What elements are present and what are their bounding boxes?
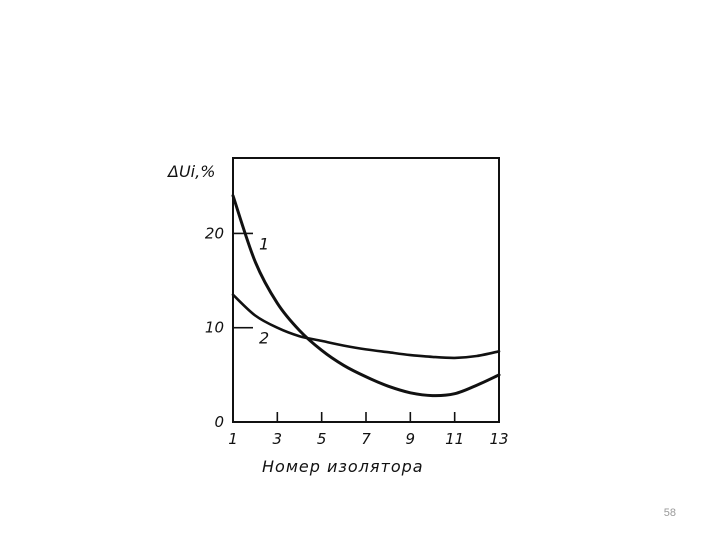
plot-frame (232, 157, 500, 423)
x-tick-label: 9 (406, 430, 416, 448)
y-tick-label: 10 (205, 319, 224, 337)
x-tick-label: 13 (489, 430, 508, 448)
series-2-line (231, 293, 501, 360)
y-axis-label: ΔUi,% (166, 162, 215, 181)
y-tick-label: 20 (205, 224, 224, 242)
series-1-line (231, 194, 501, 398)
series-1-label: 1 (259, 234, 269, 253)
x-tick-label: 11 (445, 430, 464, 448)
series-lines: 12 (231, 194, 501, 398)
x-axis-label: Номер изолятора (262, 457, 424, 476)
x-tick-label: 3 (273, 430, 283, 448)
plot-border (232, 157, 500, 423)
page-number: 58 (663, 507, 676, 519)
x-tick-label: 1 (228, 430, 238, 448)
x-axis-ticks: 1 3 5 7 9 11 13 (228, 412, 509, 448)
y-axis-ticks: 0 10 20 (205, 224, 242, 431)
x-tick-label: 7 (361, 430, 371, 448)
series-2-label: 2 (259, 329, 269, 348)
x-tick-label: 5 (317, 430, 327, 448)
y-tick-label: 0 (214, 413, 224, 431)
chart-texts: ΔUi,% Номер изолятора (166, 162, 424, 476)
